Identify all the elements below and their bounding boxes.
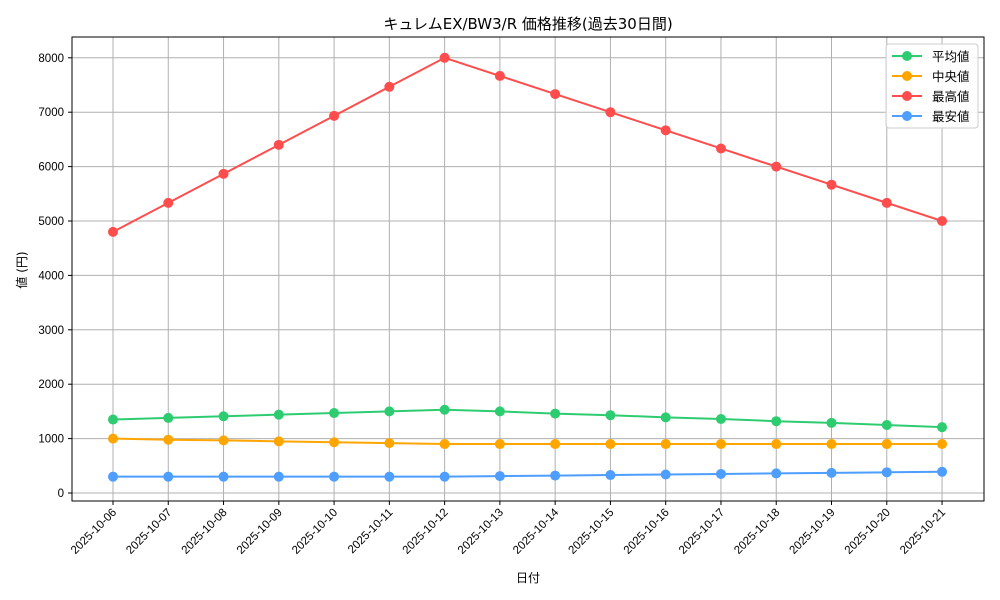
data-point [660, 125, 671, 136]
data-point [439, 52, 450, 63]
data-point [494, 70, 505, 81]
data-point [715, 143, 726, 154]
data-point [715, 468, 726, 479]
series-3 [108, 466, 948, 482]
series-line [112, 56, 943, 233]
legend-marker-icon [902, 111, 912, 121]
data-point [163, 471, 174, 482]
data-point [218, 168, 229, 179]
y-tick-label: 3000 [38, 325, 64, 337]
data-point [494, 471, 505, 482]
series-2 [108, 52, 948, 237]
data-point [881, 420, 892, 430]
data-point [273, 471, 284, 482]
data-point [329, 110, 340, 121]
y-axis-label: 値 (円) [14, 251, 29, 288]
legend-marker-icon [902, 51, 912, 61]
data-point [384, 438, 395, 449]
data-point [550, 439, 561, 450]
data-point [108, 433, 118, 444]
data-point [550, 408, 561, 419]
y-tick-label: 4000 [38, 270, 64, 282]
data-point [660, 412, 671, 423]
data-point [108, 414, 118, 425]
y-tick-label: 7000 [38, 107, 64, 119]
y-tick-label: 0 [58, 488, 64, 500]
data-point [771, 161, 782, 172]
data-point [605, 410, 616, 421]
legend-label: 最安値 [932, 109, 970, 124]
y-tick-label: 2000 [38, 379, 64, 391]
data-point [771, 468, 782, 479]
y-tick-label: 1000 [38, 434, 64, 446]
data-point [218, 411, 229, 422]
y-tick-label: 6000 [38, 162, 64, 174]
data-point [937, 422, 948, 433]
legend-marker-icon [902, 91, 912, 101]
y-axis-ticks: 0 1000 2000 3000 4000 5000 6000 7000 8000 [38, 53, 72, 500]
series-lines [108, 52, 948, 482]
data-point [881, 197, 892, 208]
data-point [605, 470, 616, 481]
data-point [273, 139, 284, 150]
legend-box [885, 43, 979, 129]
data-point [329, 471, 340, 482]
data-point [108, 471, 118, 482]
series-line [112, 408, 943, 429]
data-point [937, 216, 948, 226]
data-point [108, 226, 118, 237]
data-point [937, 466, 948, 477]
data-point [550, 470, 561, 481]
data-point [439, 439, 450, 450]
data-point [163, 434, 174, 445]
series-0 [108, 404, 948, 433]
legend-label: 最高値 [932, 89, 970, 104]
series-1 [108, 433, 948, 450]
data-point [605, 107, 616, 118]
data-point [163, 197, 174, 208]
legend-marker-icon [902, 71, 912, 81]
data-point [494, 406, 505, 417]
data-point [826, 467, 837, 478]
data-point [163, 412, 174, 423]
series-line [112, 437, 943, 446]
data-point [550, 89, 561, 100]
plot-frame [71, 36, 985, 502]
data-point [826, 439, 837, 450]
data-point [384, 471, 395, 482]
data-point [273, 409, 284, 420]
data-point [771, 416, 782, 427]
data-point [218, 435, 229, 446]
data-point [329, 408, 340, 419]
data-point [329, 437, 340, 448]
y-tick-label: 5000 [38, 216, 64, 228]
data-point [771, 439, 782, 450]
data-point [881, 467, 892, 478]
legend-label: 中央値 [932, 69, 970, 84]
data-point [826, 179, 837, 190]
x-axis-label: 日付 [516, 571, 540, 585]
data-point [605, 439, 616, 450]
data-point [384, 406, 395, 417]
data-point [218, 471, 229, 482]
data-point [273, 436, 284, 447]
series-line [113, 470, 943, 478]
legend-label: 平均値 [932, 49, 970, 64]
data-point [384, 81, 395, 92]
grid-lines [72, 37, 984, 501]
data-point [826, 417, 837, 428]
data-point [715, 439, 726, 450]
y-tick-label: 8000 [38, 53, 64, 65]
data-point [494, 439, 505, 450]
chart-title: キュレムEX/BW3/R 価格推移(過去30日間) [383, 15, 672, 33]
data-point [715, 414, 726, 425]
data-point [660, 439, 671, 450]
data-point [439, 471, 450, 482]
data-point [937, 439, 948, 450]
data-point [881, 439, 892, 450]
data-point [439, 404, 450, 415]
data-point [660, 469, 671, 480]
